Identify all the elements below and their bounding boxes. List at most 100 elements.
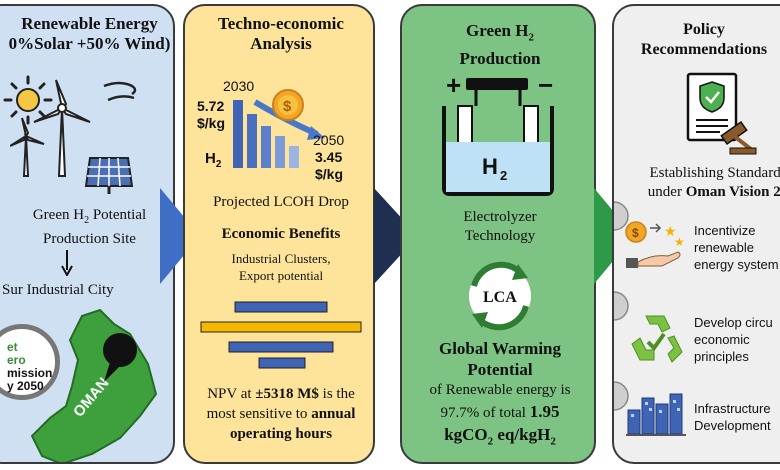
rec2-line2: economic [694, 332, 750, 347]
lcoh-bar-4 [275, 136, 285, 168]
wind-turbine-icon [10, 79, 91, 177]
dollar-coin-icon: $ [272, 89, 304, 121]
value-start-label: 5.72 $/kg [197, 98, 225, 132]
npv-line1: NPV at ±5318 M$ is the [207, 386, 355, 402]
rec3-line2: Development [694, 418, 771, 433]
tornado-bar-4 [258, 357, 306, 369]
value-start: 5.72 [197, 98, 225, 114]
rec1-line3: energy system [694, 257, 779, 272]
electrolyzer-label: Electrolyzer Technology [402, 208, 594, 246]
badge-line-1: et [7, 340, 18, 354]
rec3-line1: Infrastructure [694, 401, 771, 416]
solar-panel-icon [84, 157, 134, 194]
lcoh-caption: Projected LCOH Drop [213, 194, 349, 210]
svg-text:$: $ [632, 226, 639, 240]
location-pin-icon [103, 333, 137, 382]
lca-cycle-icon: LCA [469, 261, 531, 331]
standards-text: Establishing Standards under Oman Vision… [618, 164, 780, 202]
rec2-line1: Develop circu [694, 315, 773, 330]
sensitivity-tornado-chart [200, 301, 362, 369]
benefits-line1: Industrial Clusters, [231, 251, 331, 266]
tech-line1: Electrolyzer [463, 209, 537, 225]
gwp-text: Global Warming Potential of Renewable en… [402, 338, 594, 452]
panel2-title: Techno-economic Analysis [185, 14, 373, 54]
tornado-bar-3 [228, 341, 334, 353]
badge-line-2: ero [7, 353, 26, 367]
tech-line2: Technology [464, 228, 536, 244]
lcoh-bar-1 [233, 100, 243, 168]
year-end-label: 2050 [313, 132, 345, 148]
gear-strip-icon [614, 201, 629, 411]
gwp-line1: Global Warming [438, 339, 561, 358]
panel4-title: Policy Recommendations [614, 20, 780, 60]
oman-map-icon: OMAN [30, 308, 158, 462]
panel3-title: Green H2 Production [402, 20, 594, 69]
standards-line2: under Oman Vision 20 [647, 184, 780, 200]
panel-green-h2-production: Green H2 Production + − H 2 Electrolyzer… [400, 4, 596, 464]
cell-label: H [482, 154, 498, 179]
benefits-title: Economic Benefits [221, 226, 341, 242]
cell-label-sub: 2 [500, 168, 507, 183]
unit-start: $/kg [197, 115, 226, 131]
city-label: Sur Industrial City [2, 282, 114, 298]
gwp-line4: 97.7% of total 1.95 [440, 402, 560, 421]
incentive-icon: $ ★ ★ [625, 221, 685, 268]
badge-line-4: y 2050 [7, 379, 44, 393]
rec1-line1: Incentivize [694, 223, 756, 238]
panel3-title-line1: Green H2 [466, 21, 534, 44]
panel3-title-line2: Production [459, 49, 541, 69]
svg-text:★: ★ [674, 235, 685, 249]
panel4-title-line2: Recommendations [640, 41, 768, 58]
npv-text: NPV at ±5318 M$ is the most sensitive to… [185, 384, 373, 444]
production-site-line2: Production Site [43, 231, 136, 247]
npv-line3: operating hours [229, 426, 333, 442]
panel4-title-line1: Policy [683, 21, 725, 38]
badge-line-3: mission [7, 366, 53, 380]
panel2-title-line1: Techno-economic [218, 14, 344, 33]
rec2-text: Develop circu economic principles [694, 314, 773, 365]
tornado-bar-2 [200, 321, 362, 333]
year-start-label: 2030 [223, 78, 255, 94]
gwp-line5: kgCO2 eq/kgH2 [444, 425, 556, 448]
npv-line2: most sensitive to annual [206, 406, 356, 422]
gwp-line2: Potential [467, 360, 533, 379]
circular-economy-icon [631, 315, 683, 363]
lcoh-bar-2 [247, 114, 257, 168]
svg-text:+: + [446, 72, 461, 100]
rec3-text: Infrastructure Development [694, 400, 771, 434]
panel1-title-line1: Renewable Energy [21, 14, 158, 33]
production-site-label: Green H2 Potential Production Site [2, 206, 173, 249]
svg-text:$: $ [283, 98, 292, 115]
down-arrow-icon [61, 250, 73, 276]
rec1-text: Incentivize renewable energy system [694, 222, 779, 273]
benefits-line2: Export potential [238, 268, 324, 283]
sun-icon [3, 75, 53, 125]
unit-end: $/kg [315, 166, 344, 182]
infrastructure-icon [626, 393, 686, 436]
tornado-bar-1 [234, 301, 328, 313]
net-zero-badge: et ero mission y 2050 [0, 324, 60, 400]
rec2-line3: principles [694, 349, 749, 364]
panel-renewable-energy: Renewable Energy 0%Solar +50% Wind) [0, 4, 175, 464]
gwp-line3: of Renewable energy is [429, 382, 571, 398]
lca-label: LCA [483, 289, 517, 306]
production-site-line1: Green H2 Potential [32, 207, 147, 226]
standards-line1: Establishing Standards [649, 165, 780, 181]
panel1-title: Renewable Energy 0%Solar +50% Wind) [2, 14, 173, 54]
benefits-text: Industrial Clusters, Export potential [185, 250, 373, 284]
panel-techno-economic: Techno-economic Analysis 2030 5.72 $/kg … [183, 4, 375, 464]
trend-arrowhead [307, 126, 325, 140]
flow-arrow-2 [374, 188, 418, 284]
value-end: 3.45 [315, 149, 343, 165]
panel-policy-recommendations: Policy Recommendations Establishing Stan… [612, 4, 780, 464]
policy-document-icon [686, 72, 757, 155]
panel1-title-line2: 0%Solar +50% Wind) [8, 34, 171, 53]
lcoh-bar-3 [261, 126, 271, 168]
electrolyzer-icon: + − H 2 [442, 72, 554, 196]
panel2-title-line2: Analysis [250, 34, 312, 53]
rec1-line2: renewable [694, 240, 754, 255]
svg-text:−: − [538, 72, 553, 100]
wind-icon [103, 81, 137, 102]
lcoh-bar-5 [289, 146, 299, 168]
flow-arrow-1 [160, 188, 200, 284]
